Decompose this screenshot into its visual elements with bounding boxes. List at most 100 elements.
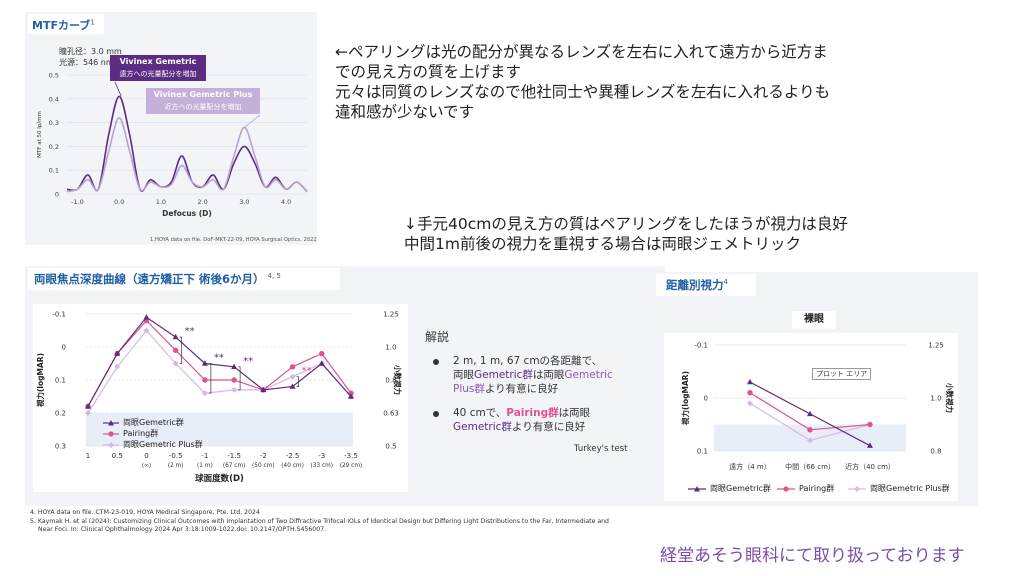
defocus-legend-pairing: Pairing群	[103, 428, 158, 439]
defocus-point-plus	[172, 360, 179, 367]
mtf-chart: 0 0.1 0.2 0.3 0.4 0.5 -1.0 0.0 1.0 2.0 3.0 4.0 Defoc…	[37, 72, 308, 218]
defocus-significance-mark: **	[302, 366, 312, 377]
footnote-5: 5. Kaymak H. et al (2024): Customizing C…	[30, 518, 609, 525]
defocus-y-tick-label: -0.1	[52, 311, 66, 319]
defocus-y-tick-label: 0.2	[55, 410, 66, 418]
defocus-y2-tick-label: 0.5	[385, 443, 396, 451]
mtf-x-tick-label: 2.0	[197, 198, 207, 206]
note-top: ←ペアリングは光の配分が異なるレンズを左右に入れて遠方から近方ま での見え方の質…	[335, 42, 955, 122]
defocus-y2-axis-label: 小数視力	[393, 365, 403, 395]
mtf-x-tick-label: -1.0	[71, 198, 84, 206]
defocus-x-tick-sublabel: (1 m)	[197, 463, 213, 469]
defocus-y2-tick-label: 0.63	[383, 410, 399, 418]
defocus-significance-bracket	[179, 336, 183, 364]
distance-legend-plus: 両眼Gemetric Plus群	[848, 483, 950, 494]
defocus-x-tick-label: -2	[260, 452, 267, 460]
mtf-panel	[25, 12, 317, 245]
mtf-y-tick-label: 0.3	[49, 119, 59, 127]
defocus-legend-plus: 両眼Gemetric Plus群	[103, 439, 203, 450]
defocus-point-gemetric	[260, 386, 267, 393]
defocus-point-pairing	[319, 350, 325, 357]
distance-point-gemetric	[867, 442, 873, 448]
mtf-label-gemetric: Vivinex Gemetric 遠方への光量配分を増加	[110, 55, 206, 81]
bullet1-f: Plus群	[453, 383, 485, 395]
bullet1-e: Gemetric	[564, 369, 613, 381]
defocus-x-tick-label: -0.5	[169, 452, 183, 460]
defocus-significance-mark: **	[243, 356, 253, 367]
defocus-point-gemetric	[114, 350, 121, 356]
defocus-x-tick-label: -1.5	[227, 452, 241, 460]
distance-y-tick-label: 0	[704, 395, 708, 403]
defocus-x-tick-sublabel: (∞)	[142, 463, 151, 469]
defocus-point-pairing	[289, 364, 296, 370]
mtf-source: 光源：546 nm	[59, 58, 114, 67]
mtf-x-tick-label: 3.0	[239, 198, 249, 206]
distance-point-pairing	[867, 421, 873, 428]
explain-title: 解説	[425, 330, 450, 344]
defocus-point-gemetric	[172, 333, 179, 340]
defocus-y-tick-label: 0.3	[55, 443, 66, 451]
mtf-label-pointer-gemetric	[114, 81, 122, 97]
mtf-pupil: 瞳孔径：3.0 mm	[59, 47, 122, 56]
explain-test: Turkey's test	[574, 444, 628, 454]
bullet1-b: 両眼	[453, 369, 474, 381]
footnote-4: 4. HOYA data on file. CTM-23-019, HOYA M…	[30, 509, 260, 516]
bullet2-c: は両眼	[558, 407, 591, 419]
defocus-x-tick-sublabel: (2 m)	[168, 463, 184, 469]
distance-y-tick-label: -0.1	[694, 342, 708, 350]
defocus-series-gemetric	[87, 316, 352, 407]
explain-bullet-2: 40 cmで、Pairing群は両眼 Gemetric群より有意に良好	[425, 406, 655, 434]
defocus-point-gemetric	[318, 360, 325, 366]
defocus-point-plus	[289, 373, 296, 380]
distance-x-tick-label: 近方（40 cm）	[845, 462, 895, 471]
mtf-label-pointer-plus	[244, 114, 261, 128]
defocus-y-axis-label: 視力(logMAR)	[35, 353, 45, 408]
defocus-point-plus	[143, 327, 150, 334]
defocus-x-axis-label: 球面度数(D)	[195, 473, 244, 484]
distance-y-tick-label: 0.1	[697, 448, 708, 456]
defocus-x-tick-label: -1	[201, 452, 208, 460]
defocus-point-gemetric	[348, 393, 354, 399]
defocus-significance-mark: **	[214, 353, 224, 364]
note-top-line2: での見え方の質を上げます	[335, 63, 522, 81]
mtf-y-tick-label: 0.5	[49, 72, 59, 80]
defocus-x-tick-sublabel: (40 cm)	[281, 463, 304, 469]
footnote-5-cont: Near Foci. In: Clinical Ophthalmology 20…	[38, 526, 327, 533]
defocus-series-plus	[87, 329, 352, 414]
defocus-legend-plus-label: 両眼Gemetric Plus群	[123, 440, 203, 449]
defocus-significance-bracket	[208, 363, 212, 394]
mtf-x-axis-label: Defocus (D)	[162, 209, 212, 218]
defocus-point-plus	[201, 390, 208, 397]
mtf-label-plus: Vivinex Gemetric Plus 近方への光量配分を増加	[146, 88, 260, 114]
defocus-title-text: 両眼焦点深度曲線（遠方矯正下 術後6か月）	[34, 272, 265, 286]
defocus-point-pairing	[231, 377, 237, 383]
note-top-line1: ←ペアリングは光の配分が異なるレンズを左右に入れて遠方から近方ま	[335, 43, 828, 61]
note-mid-line2: 中間1m前後の視力を重視する場合は両眼ジェメトリック	[404, 235, 801, 253]
distance-title: 距離別視力4	[656, 274, 756, 296]
mtf-series-plus	[66, 117, 308, 193]
defocus-plot-bg	[33, 304, 408, 492]
note-mid: ↓手元40cmの見え方の質はペアリングをしたほうが視力は良好 中間1m前後の視力…	[404, 214, 964, 254]
distance-legend-pairing-label: Pairing群	[799, 484, 835, 493]
distance-plot-bg	[664, 333, 958, 501]
bullet2-d: Gemetric群	[453, 421, 512, 433]
mtf-y-tick-label: 0.4	[49, 95, 59, 103]
defocus-significance-mark: **	[185, 326, 195, 337]
distance-legend-pairing: Pairing群	[777, 483, 834, 494]
bullet1-a: 2 m, 1 m, 67 cmの各距離で、	[453, 355, 603, 367]
mtf-label-plus-desc: 近方への光量配分を増加	[164, 103, 242, 111]
distance-x-tick-label: 遠方（4 m）	[729, 462, 771, 471]
distance-point-gemetric	[747, 378, 753, 385]
mtf-title: MTFカーブ1	[28, 14, 104, 34]
defocus-title: 両眼焦点深度曲線（遠方矯正下 術後6か月） 4, 5	[28, 268, 340, 290]
defocus-title-sup: 4, 5	[267, 272, 281, 281]
mtf-y-tick-label: 0.2	[49, 143, 59, 151]
distance-y2-tick-label: 0.8	[930, 448, 941, 456]
mtf-label-gemetric-desc: 遠方への光量配分を増加	[119, 70, 197, 78]
distance-point-plus	[807, 437, 813, 444]
defocus-x-tick-label: -3	[318, 452, 325, 460]
note-bottom: 経堂あそう眼科にて取り扱っております	[660, 546, 965, 566]
distance-subtitle: 裸眼	[792, 311, 836, 329]
bullet-dot-icon	[433, 359, 439, 365]
explain-box: 解説 2 m, 1 m, 67 cmの各距離で、 両眼 Gemetric群 は両眼 G…	[425, 330, 655, 460]
